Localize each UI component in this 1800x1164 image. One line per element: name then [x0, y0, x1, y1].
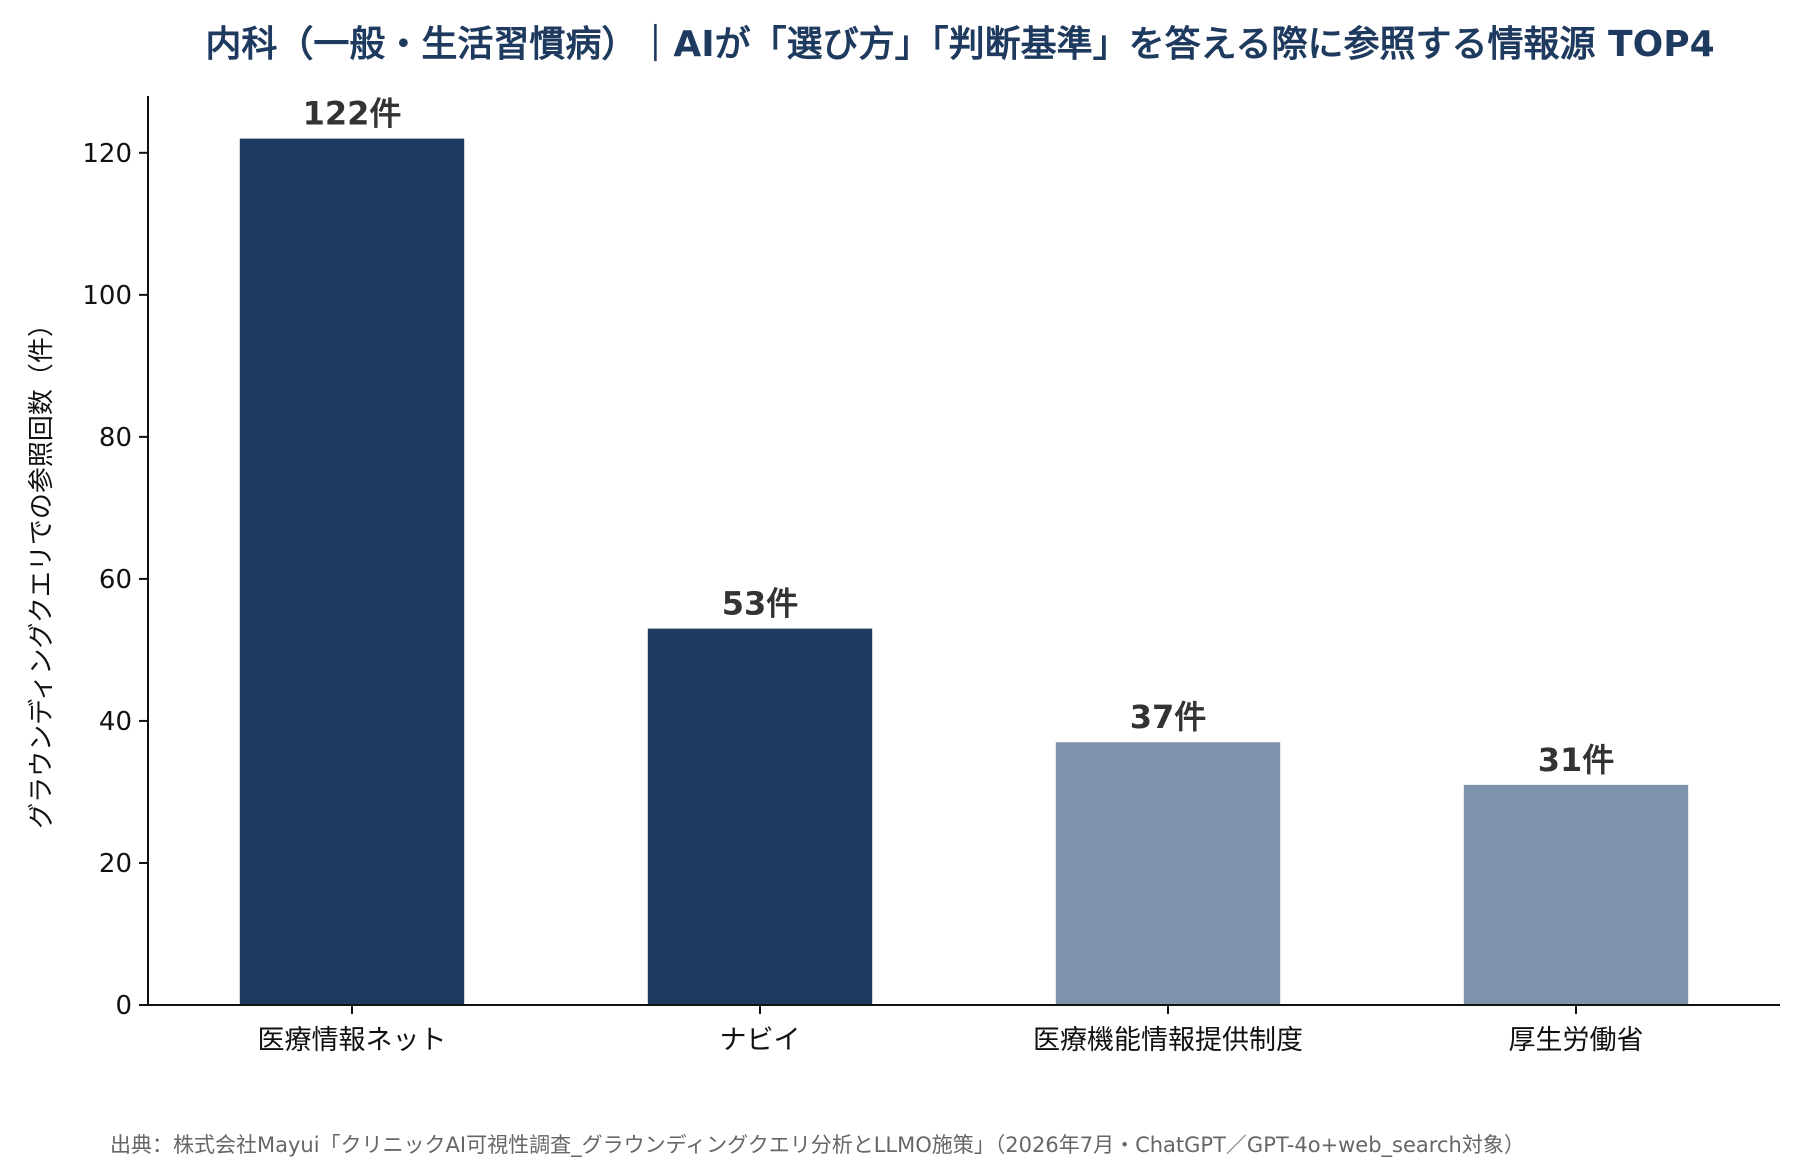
- value-labels: 122件 53件 37件 31件: [303, 95, 1615, 779]
- x-category-label: 厚生労働省: [1509, 1025, 1644, 1056]
- x-category-label: ナビイ: [720, 1025, 801, 1056]
- x-category-label: 医療情報ネット: [258, 1025, 447, 1056]
- y-axis-label: グラウンディングクエリでの参照回数（件）: [27, 311, 57, 829]
- y-tick-label: 20: [99, 849, 132, 879]
- bar: [1463, 784, 1689, 1005]
- bars: [239, 138, 1689, 1005]
- bar-value-label: 53件: [722, 585, 799, 623]
- source-note: 出典：株式会社Mayui「クリニックAI可視性調査_グラウンディングクエリ分析と…: [110, 1133, 1525, 1158]
- y-tick-label: 60: [99, 565, 132, 595]
- y-tick-label: 40: [99, 707, 132, 737]
- bar-value-label: 31件: [1538, 741, 1615, 779]
- y-tick-label: 100: [82, 281, 132, 311]
- chart-title: 内科（一般・生活習慣病）｜AIが「選び方」「判断基準」を答える際に参照する情報源…: [205, 23, 1714, 65]
- bar-value-label: 122件: [303, 95, 402, 133]
- bar: [239, 138, 465, 1005]
- y-tick-label: 80: [99, 423, 132, 453]
- x-category-label: 医療機能情報提供制度: [1033, 1025, 1303, 1056]
- x-axis: 医療情報ネット ナビイ 医療機能情報提供制度 厚生労働省: [148, 1004, 1780, 1056]
- y-tick-label: 0: [115, 991, 132, 1021]
- bar-value-label: 37件: [1130, 698, 1207, 736]
- bar: [1055, 742, 1281, 1005]
- bar: [647, 628, 873, 1005]
- y-axis: 0 20 40 60 80 100 120: [82, 96, 149, 1021]
- y-tick-label: 120: [82, 139, 132, 169]
